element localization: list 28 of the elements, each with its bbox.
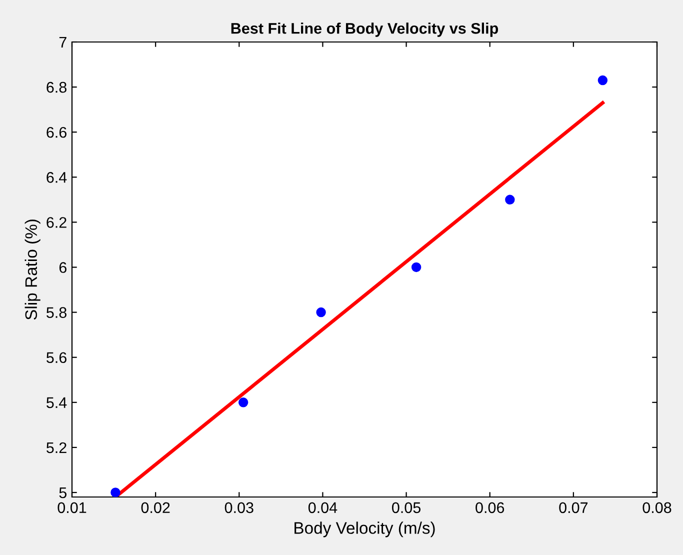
point [316, 307, 326, 318]
y-tick-label: 5.8 [46, 307, 66, 318]
chart-title: Best Fit Line of Body Velocity vs Slip [231, 22, 498, 37]
y-tick-label: 5.2 [46, 442, 66, 454]
y-tick-label: 6.2 [46, 217, 66, 228]
point [238, 398, 248, 408]
y-tick-label: 5.6 [46, 352, 66, 364]
x-tick-label: 0.08 [642, 502, 672, 514]
x-tick-label: 0.05 [392, 502, 421, 514]
x-tick-label: 0.01 [58, 502, 86, 514]
y-tick-label: 6.8 [46, 82, 66, 93]
x-tick-label: 0.03 [224, 502, 254, 514]
y-tick-label: 6 [59, 262, 66, 273]
point [505, 194, 515, 205]
y-tick-label: 5.4 [46, 397, 67, 408]
x-axis-title: Body Velocity (m/s) [294, 522, 435, 538]
y-tick-label: 6.6 [46, 126, 66, 138]
point [598, 75, 608, 86]
point [110, 488, 120, 497]
x-tick-label: 0.04 [308, 502, 338, 514]
x-tick-label: 0.02 [141, 502, 170, 514]
x-tick-label: 0.07 [559, 502, 588, 514]
y-tick-label: 7 [59, 37, 66, 48]
point [411, 262, 422, 272]
y-tick-label: 6.4 [46, 172, 67, 183]
x-tick-label: 0.06 [476, 502, 504, 514]
y-tick-label: 5 [59, 488, 66, 498]
y-axis-title: Slip Ratio (%) [24, 220, 40, 320]
